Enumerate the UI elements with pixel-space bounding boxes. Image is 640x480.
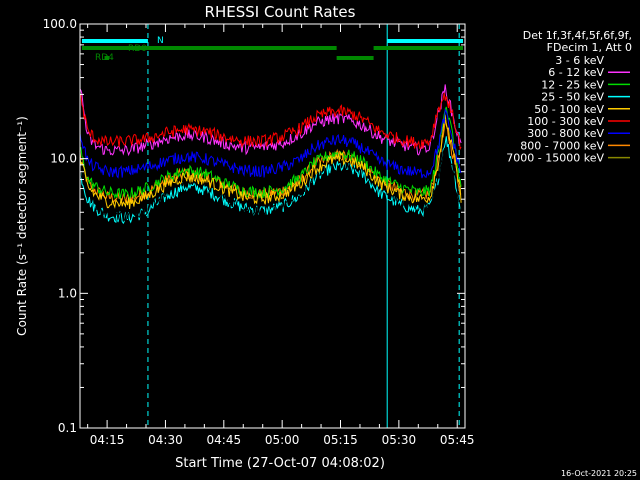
x-tick-label: 05:45 [440, 433, 475, 447]
chart-title: RHESSI Count Rates [205, 3, 356, 21]
legend-label-3: 25 - 50 keV [541, 91, 604, 104]
legend-header-line-2: FDecim 1, Att 0 [547, 41, 632, 54]
legend-label-0: 3 - 6 keV [555, 54, 604, 67]
x-tick-label: 04:15 [90, 433, 125, 447]
legend-label-2: 12 - 25 keV [541, 78, 604, 91]
x-tick-label: 04:30 [148, 433, 183, 447]
legend-label-5: 100 - 300 keV [527, 115, 604, 128]
y-axis-label: Count Rate (s⁻¹ detector segment⁻¹) [15, 116, 29, 336]
x-tick-label: 04:45 [207, 433, 242, 447]
y-tick-label: 1.0 [58, 286, 77, 300]
legend-label-4: 50 - 100 keV [534, 103, 604, 116]
plot-frame [79, 23, 466, 429]
series-layer [79, 84, 462, 225]
series-line-3 [79, 136, 462, 225]
x-tick-label: 05:15 [323, 433, 358, 447]
attenuator-label-0: RD4 [95, 53, 114, 63]
series-line-0 [79, 147, 462, 222]
x-axis-label: Start Time (27-Oct-07 04:08:02) [175, 456, 385, 471]
x-tick-label: 05:30 [382, 433, 417, 447]
date-stamp: 16-Oct-2021 20:25 [561, 469, 637, 478]
x-tick-label: 05:00 [265, 433, 300, 447]
series-line-2 [79, 106, 462, 200]
series-line-5 [79, 92, 462, 151]
series-line-6 [79, 107, 462, 179]
legend-label-8: 7000 - 15000 keV [506, 152, 604, 165]
axes [79, 23, 466, 429]
y-tick-label: 0.1 [58, 421, 77, 435]
y-tick-label: 10.0 [50, 152, 77, 166]
attenuator-label-2: N [157, 36, 164, 46]
legend-label-6: 300 - 800 keV [527, 127, 604, 140]
tick-labels: 0.1 1.0 10.0 100.0 04:15 04:30 04:45 05:00 05:15… [43, 17, 475, 447]
legend-label-1: 6 - 12 keV [548, 66, 604, 79]
legend: Det 1f,3f,4f,5f,6f,9f, FDecim 1, Att 0 3… [506, 29, 632, 165]
y-tick-label: 100.0 [43, 17, 77, 31]
plot-area: RD4 RD0 N [79, 24, 463, 428]
attenuator-label-1: RD0 [128, 44, 147, 54]
series-line-4 [79, 114, 462, 209]
legend-label-7: 800 - 7000 keV [520, 139, 604, 152]
legend-header-line-1: Det 1f,3f,4f,5f,6f,9f, [523, 29, 632, 42]
